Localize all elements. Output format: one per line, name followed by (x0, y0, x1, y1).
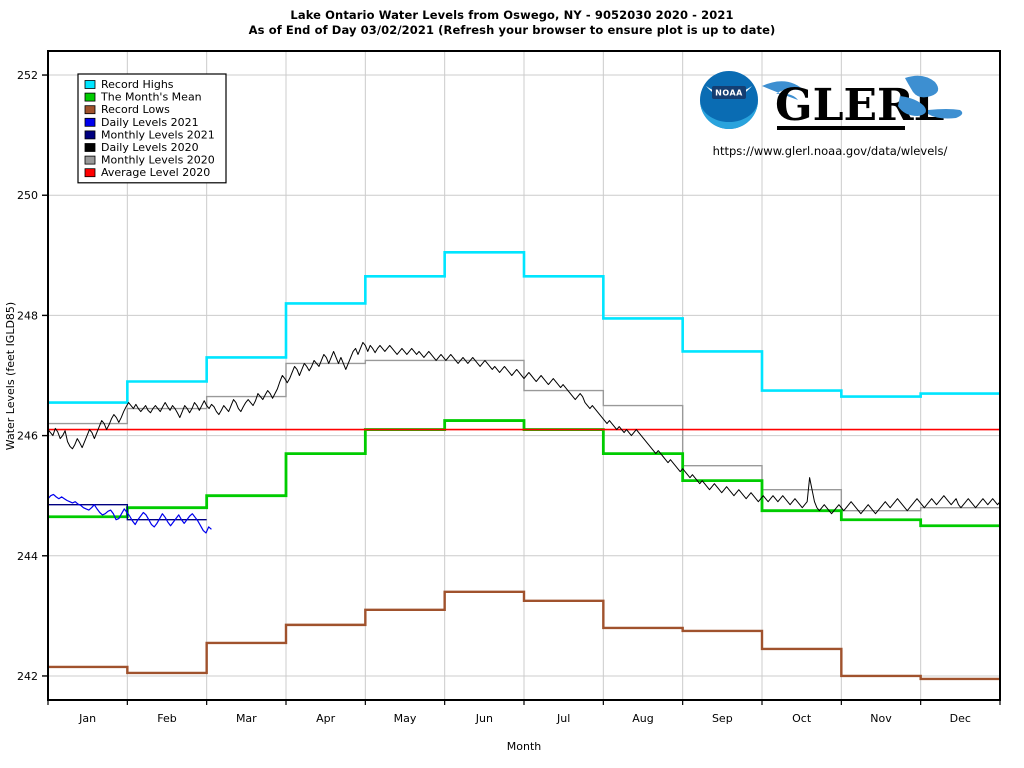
x-tick-label: Feb (157, 712, 176, 725)
series-record-lows (48, 590, 1000, 681)
x-tick-label: Jul (556, 712, 570, 725)
x-axis-title: Month (507, 740, 542, 753)
legend-item[interactable]: Monthly Levels 2020 (84, 154, 215, 167)
legend-label: Average Level 2020 (101, 166, 210, 179)
legend-label: The Month's Mean (100, 91, 202, 104)
x-tick-label: Jun (475, 712, 493, 725)
legend-item[interactable]: Monthly Levels 2021 (84, 128, 215, 141)
legend-label: Record Lows (101, 103, 170, 116)
legend-label: Monthly Levels 2021 (101, 128, 215, 141)
gridlines (48, 51, 1000, 700)
x-tick-label: May (394, 712, 417, 725)
noaa-seal-circle (700, 71, 758, 129)
great-lakes-erie-ontario-icon (928, 109, 963, 119)
series-the-month-s-mean (48, 419, 1000, 528)
chart-title-block: Lake Ontario Water Levels from Oswego, N… (0, 8, 1024, 38)
legend-swatch (84, 92, 96, 102)
great-lakes-michigan-huron-icon (898, 96, 926, 116)
x-tick-label: Sep (712, 712, 733, 725)
x-tick-label: Nov (870, 712, 892, 725)
great-lakes-superior-icon (905, 75, 939, 98)
y-tick-label: 250 (17, 189, 38, 202)
legend-item[interactable]: Daily Levels 2020 (84, 141, 199, 154)
axis-ticks: 242 244 246 248 250 252 Jan Feb Mar Apr May Jun Jul A… (17, 69, 1001, 725)
noaa-seal-band (712, 86, 746, 99)
series-monthly-levels-2020 (48, 359, 1000, 512)
legend-item[interactable]: Record Lows (84, 103, 170, 116)
series-daily-levels-2021 (47, 493, 212, 534)
legend-swatch (84, 130, 96, 140)
x-tick-label: Apr (316, 712, 336, 725)
x-tick-label: Mar (236, 712, 257, 725)
legend-swatch (84, 105, 96, 115)
y-tick-label: 244 (17, 550, 38, 563)
chart-subtitle: As of End of Day 03/02/2021 (Refresh you… (248, 23, 776, 37)
x-tick-label: Aug (632, 712, 653, 725)
page-title: Lake Ontario Water Levels from Oswego, N… (290, 8, 734, 22)
legend-label: Daily Levels 2021 (101, 116, 199, 129)
legend-swatch (84, 155, 96, 165)
legend-swatch (84, 80, 96, 89)
y-tick-label: 248 (17, 309, 38, 322)
y-tick-label: 246 (17, 430, 38, 443)
noaa-seal-label: NOAA (715, 89, 743, 98)
legend-swatch (84, 143, 96, 152)
x-tick-label: Oct (792, 712, 812, 725)
glerl-logo: NOAA GLERL https://www.glerl.noaa.gov/da… (700, 71, 963, 158)
legend-item[interactable]: The Month's Mean (84, 91, 202, 104)
y-tick-label: 252 (17, 69, 38, 82)
legend-label: Monthly Levels 2020 (101, 154, 215, 167)
y-tick-label: 242 (17, 670, 38, 683)
noaa-seal-wave (700, 100, 758, 129)
y-axis-title: Water Levels (feet IGLD85) (4, 302, 17, 450)
glerl-underline (777, 126, 905, 130)
series-daily-levels-2020 (47, 341, 1001, 515)
legend-swatch (84, 168, 96, 178)
x-tick-label: Dec (950, 712, 971, 725)
x-tick-label: Jan (78, 712, 96, 725)
legend-item[interactable]: Daily Levels 2021 (84, 116, 199, 129)
legend-box (77, 73, 227, 184)
legend-label: Record Highs (101, 78, 174, 91)
legend-swatch (84, 117, 96, 127)
source-url[interactable]: https://www.glerl.noaa.gov/data/wlevels/ (713, 144, 948, 158)
legend-label: Daily Levels 2020 (101, 141, 199, 154)
legend-item[interactable]: Average Level 2020 (84, 166, 210, 179)
legend-item[interactable]: Record Highs (84, 78, 174, 91)
data-series-layer (47, 251, 1001, 681)
gull-icon (762, 81, 806, 100)
series-record-highs (48, 251, 1000, 404)
